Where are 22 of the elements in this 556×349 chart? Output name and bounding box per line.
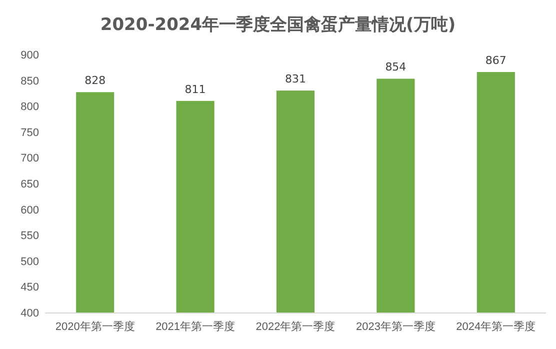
data-label: 828 <box>84 74 106 88</box>
data-label: 831 <box>285 72 306 86</box>
x-tick-label: 2021年第一季度 <box>156 320 236 333</box>
y-tick-label: 700 <box>20 152 39 165</box>
y-tick-label: 800 <box>20 101 39 114</box>
y-tick-label: 600 <box>20 204 39 216</box>
y-tick-label: 650 <box>20 178 39 191</box>
x-tick-label: 2022年第一季度 <box>256 320 336 333</box>
x-tick-label: 2024年第一季度 <box>456 320 536 333</box>
y-tick-label: 500 <box>20 256 39 268</box>
y-tick-label: 900 <box>20 50 39 62</box>
y-tick-label: 750 <box>20 126 39 139</box>
y-tick-label: 550 <box>20 230 39 242</box>
data-label: 811 <box>184 82 206 96</box>
x-tick-label: 2023年第一季度 <box>356 320 436 333</box>
y-tick-label: 450 <box>20 282 39 294</box>
chart-title: 2020-2024年一季度全国禽蛋产量情况(万吨) <box>100 15 456 35</box>
y-tick-label: 400 <box>20 308 39 320</box>
y-tick-label: 850 <box>20 75 39 88</box>
data-label: 854 <box>385 60 406 74</box>
data-label: 867 <box>485 54 506 68</box>
x-tick-label: 2020年第一季度 <box>55 320 135 333</box>
